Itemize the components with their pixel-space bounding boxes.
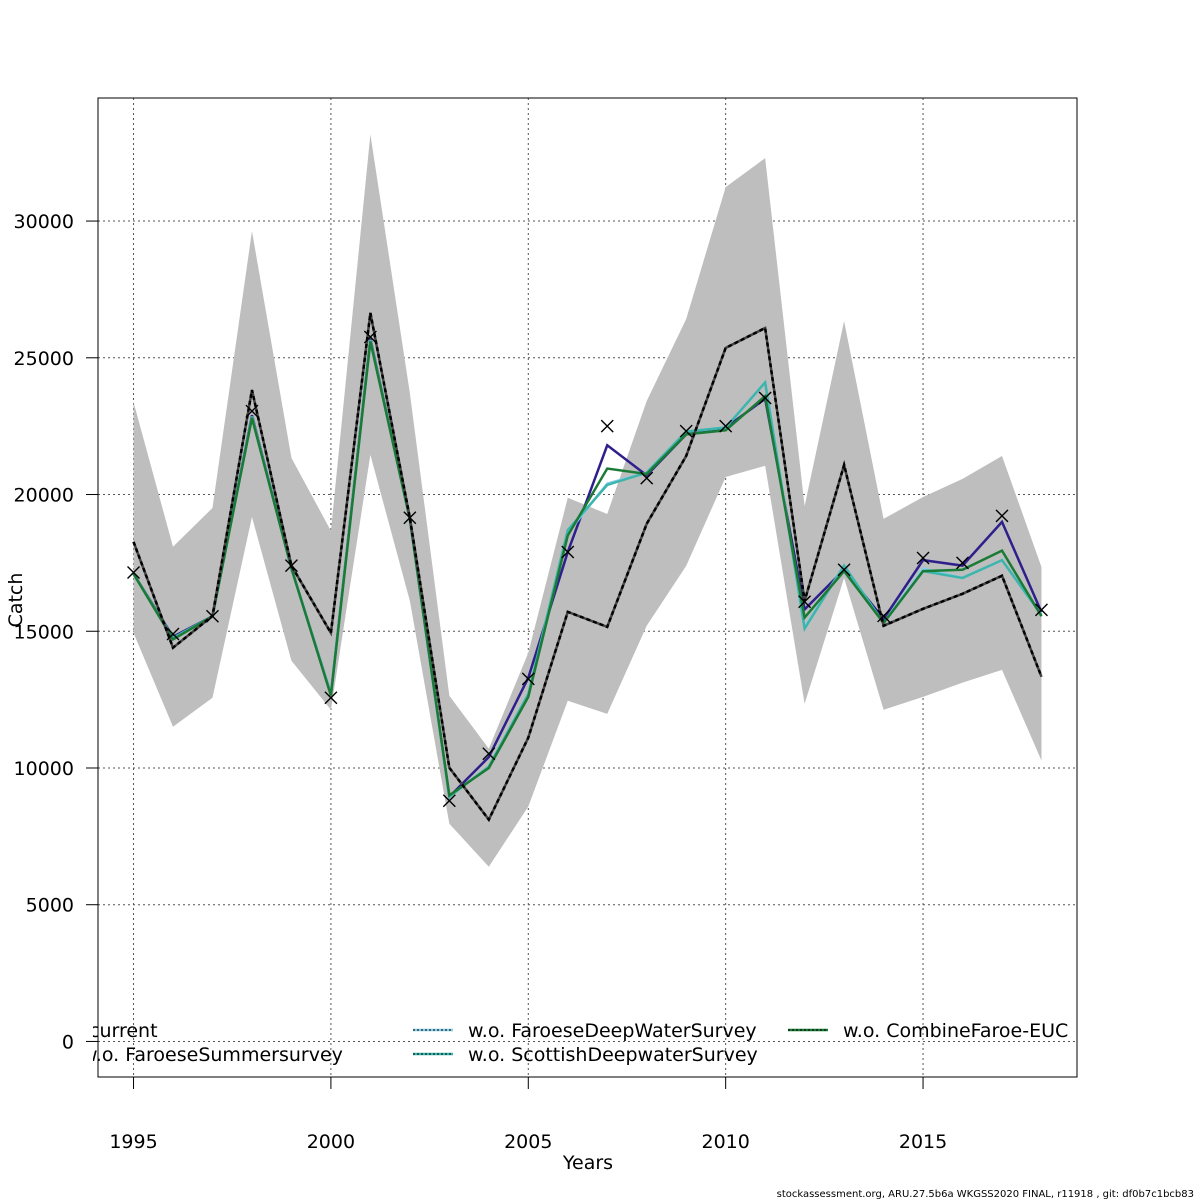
- observed-point: [679, 424, 693, 438]
- observed-point: [127, 565, 141, 579]
- legend-label: w.o. FaroeseDeepWaterSurvey: [468, 1020, 757, 1042]
- legend-label: w.o. CombineFaroe-EUC: [843, 1020, 1068, 1042]
- observed-point: [640, 471, 654, 485]
- observed-point: [600, 419, 614, 433]
- y-tick-label: 20000: [14, 485, 74, 507]
- grid-lines: [98, 98, 1077, 1077]
- observed-point: [482, 747, 496, 761]
- footer-text: stockassessment.org, ARU.27.5b6a WKGSS20…: [777, 1189, 1194, 1200]
- observed-point: [521, 672, 535, 686]
- observed-point: [798, 595, 812, 609]
- y-tick-label: 15000: [14, 621, 74, 643]
- observed-point: [245, 404, 259, 418]
- axes: 1995 2000 2005 2010 2015 0 5000 10000 15000 20000…: [14, 211, 948, 1153]
- x-tick-label: 2005: [504, 1131, 552, 1153]
- plot-frame: [97, 97, 1078, 1078]
- observed-point: [758, 391, 772, 405]
- legend-label: w.o. ScottishDeepwaterSurvey: [468, 1044, 758, 1066]
- legend-label: current: [89, 1020, 158, 1042]
- legend-label: w.o. FaroeseSummersurvey: [82, 1044, 343, 1066]
- observed-point: [719, 419, 733, 433]
- series-line-current: [132, 312, 1043, 823]
- y-tick-label: 25000: [14, 348, 74, 370]
- y-tick-label: 10000: [14, 758, 74, 780]
- observed-point: [877, 609, 891, 623]
- y-tick-label: 0: [62, 1031, 74, 1053]
- observed-point: [166, 627, 180, 641]
- observed-point: [956, 556, 970, 570]
- observed-point: [403, 511, 417, 525]
- observed-point: [837, 563, 851, 577]
- observed-point: [561, 545, 575, 559]
- observed-point: [1034, 603, 1048, 617]
- observed-point: [205, 609, 219, 623]
- confidence-band-area: [133, 134, 1042, 867]
- x-tick-label: 2015: [899, 1131, 947, 1153]
- series-line-w-o-combinefaroe-euc: [132, 341, 1043, 798]
- series-lines: [132, 312, 1043, 823]
- observed-point: [363, 330, 377, 344]
- observed-point: [916, 551, 930, 565]
- observed-point: [995, 509, 1009, 523]
- y-tick-label: 5000: [26, 895, 74, 917]
- x-tick-label: 1995: [109, 1131, 157, 1153]
- x-tick-label: 2010: [701, 1131, 749, 1153]
- y-tick-label: 30000: [14, 211, 74, 233]
- confidence-band: [133, 134, 1042, 867]
- observed-point: [284, 559, 298, 573]
- x-tick-label: 2000: [307, 1131, 355, 1153]
- observed-points: [127, 330, 1048, 808]
- observed-point: [442, 794, 456, 808]
- y-axis-label: Catch: [5, 573, 27, 628]
- x-axis-label: Years: [562, 1152, 613, 1174]
- observed-point: [324, 691, 338, 705]
